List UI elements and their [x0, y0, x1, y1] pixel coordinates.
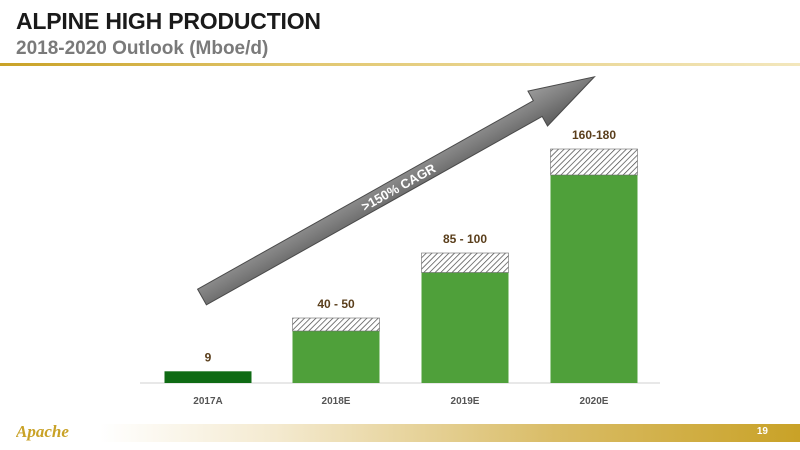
footer-band: [100, 424, 800, 442]
bars-group: [164, 148, 638, 383]
labels-group: 9 2017A 40 - 50 2018E 85 - 100 2019E 160-180 20…: [193, 128, 616, 407]
apache-logo: Apache: [16, 422, 69, 441]
x-tick-label-2018E: 2018E: [322, 396, 351, 407]
header-rule: [0, 63, 800, 66]
growth-arrow-icon: >150% CAGR: [196, 75, 596, 306]
x-tick-label-2019E: 2019E: [451, 396, 480, 407]
slide-title: ALPINE HIGH PRODUCTION: [16, 8, 321, 34]
value-label-2020E: 160-180: [572, 128, 616, 142]
bar-2017A: [164, 371, 252, 383]
cagr-label: >150% CAGR: [359, 160, 439, 214]
slide-subtitle: 2018-2020 Outlook (Mboe/d): [16, 38, 269, 59]
value-label-2017A: 9: [205, 350, 212, 364]
value-label-2018E: 40 - 50: [317, 297, 355, 311]
bar-2019E: [421, 272, 509, 383]
bar-2018E: [292, 331, 380, 383]
bar-range-2019E: [421, 252, 509, 273]
bar-range-2018E: [292, 317, 380, 332]
bar-range-2020E: [550, 148, 638, 176]
bar-2020E: [550, 175, 638, 383]
page-number: 19: [756, 426, 768, 437]
x-tick-label-2017A: 2017A: [193, 396, 222, 407]
svg-text:Apache: Apache: [16, 422, 69, 441]
value-label-2019E: 85 - 100: [443, 232, 487, 246]
x-tick-label-2020E: 2020E: [580, 396, 609, 407]
